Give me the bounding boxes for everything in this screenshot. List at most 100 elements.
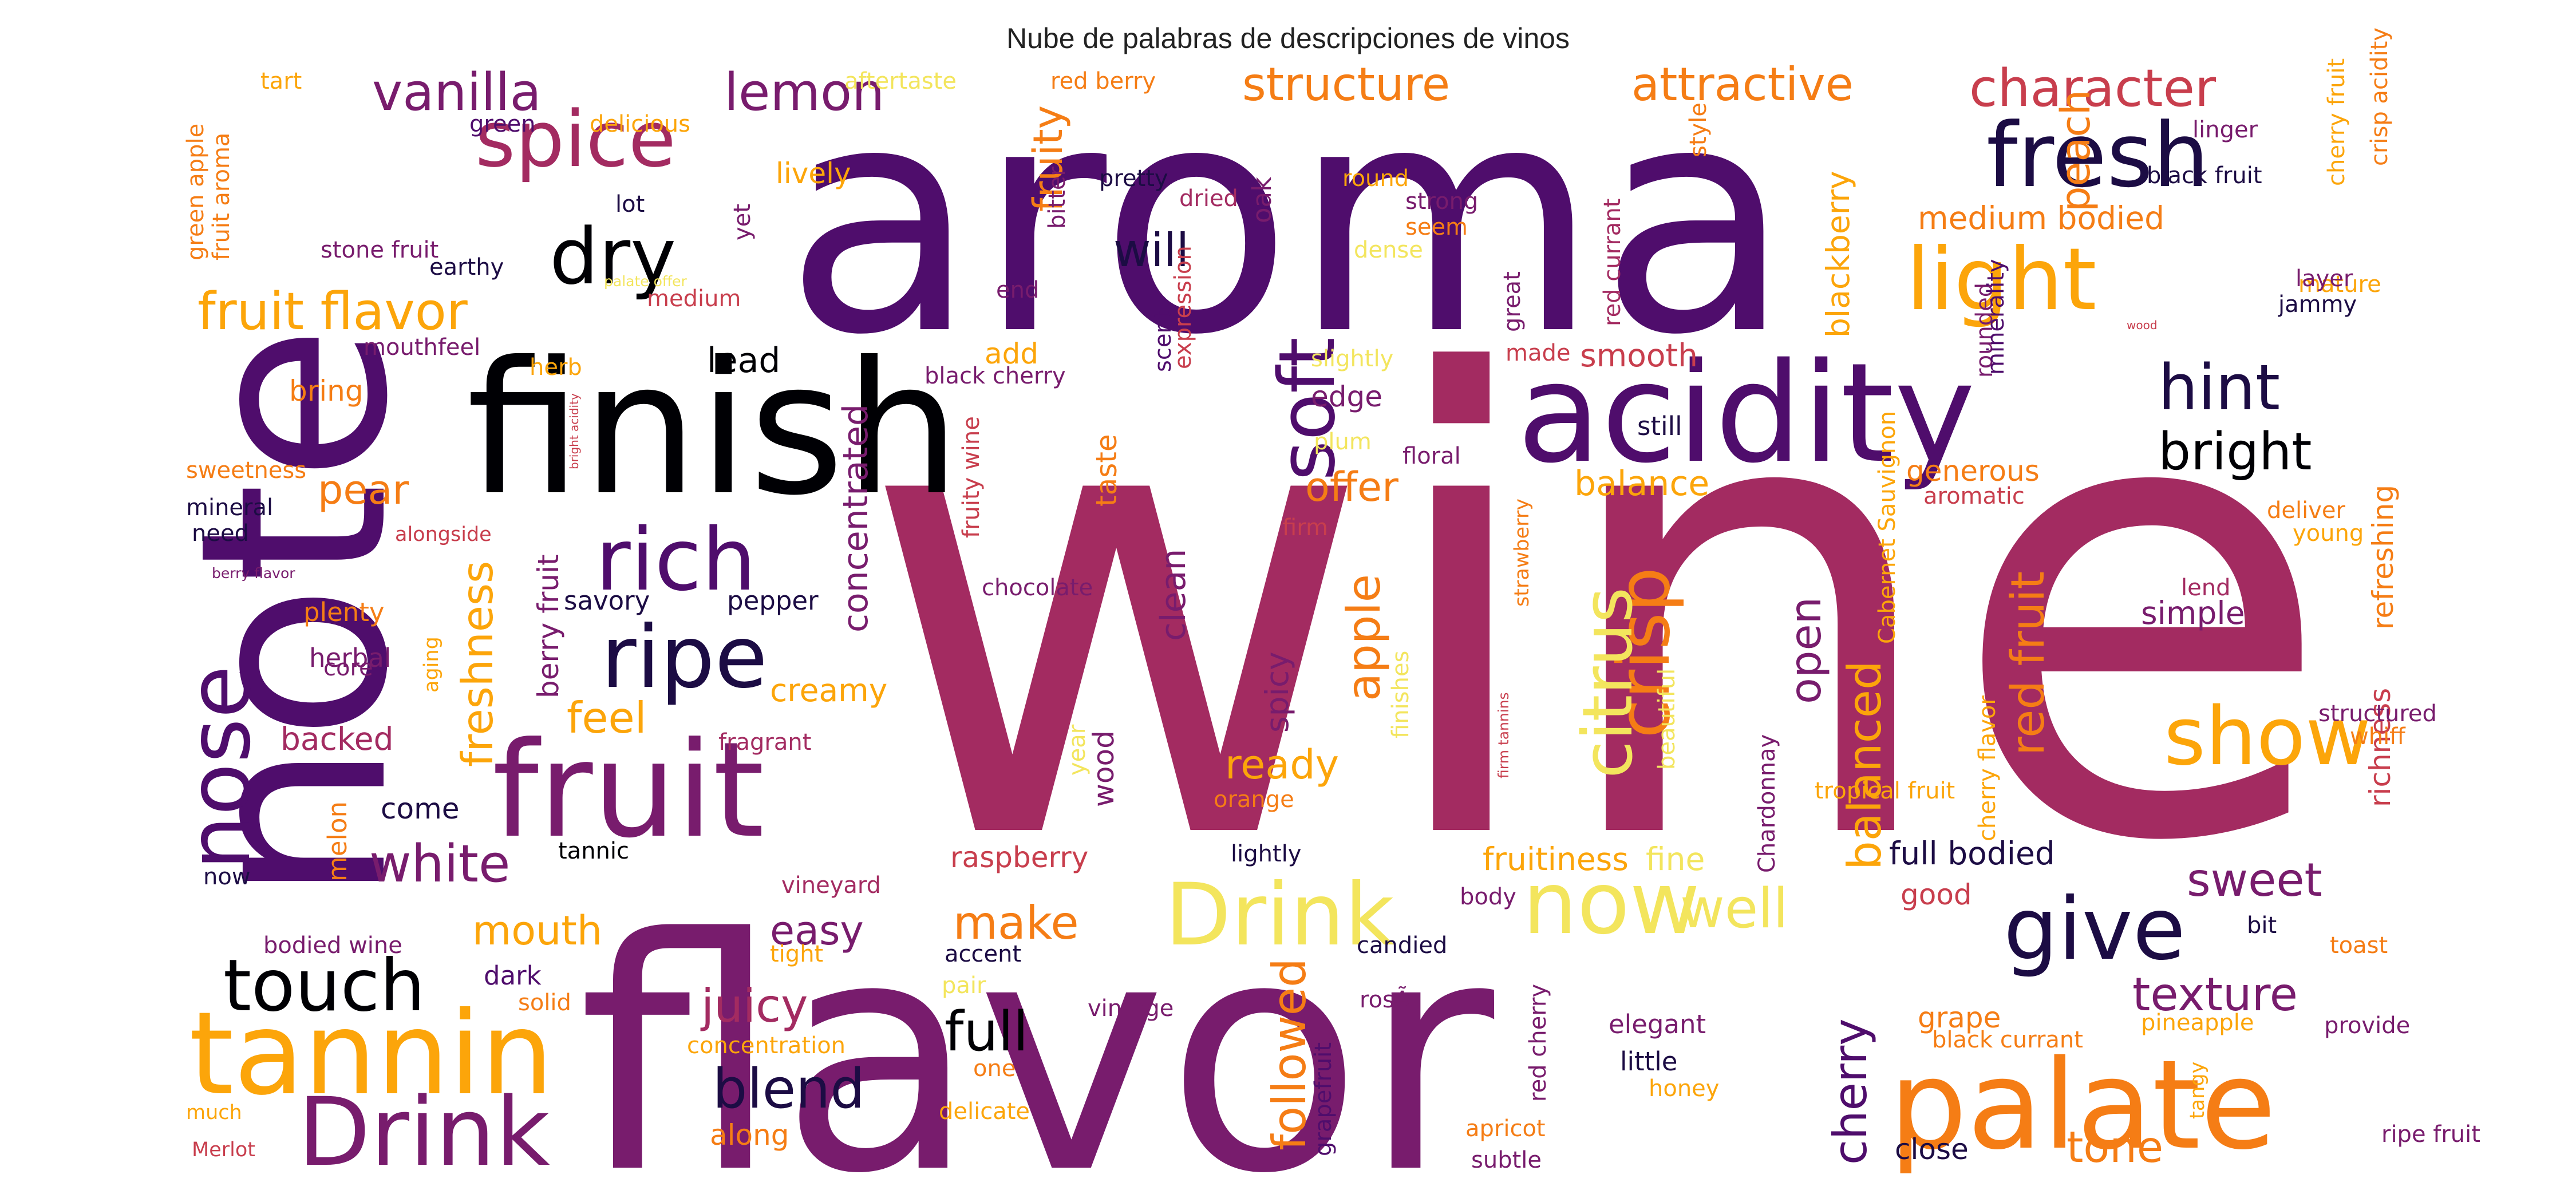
cloud-word: crisp acidity [2366,27,2393,166]
cloud-word: rounded [1971,283,1998,378]
cloud-word: lend [2181,575,2230,601]
cloud-word: wood [1087,730,1120,807]
cloud-word: stone fruit [321,237,438,263]
cloud-word: will [1113,224,1189,277]
cloud-word: soft [1262,337,1352,481]
cloud-word: concentrated [836,404,876,632]
cloud-word: pear [318,466,409,513]
cloud-word: now [203,864,251,890]
cloud-word: bitter [1044,167,1070,229]
cloud-word: tight [770,941,823,967]
cloud-word: much [186,1101,242,1124]
cloud-word: core [323,655,373,681]
cloud-word: spice [475,94,676,184]
cloud-word: Cabernet Sauvignon [1874,411,1901,644]
cloud-word: Chardonnay [1754,734,1780,873]
cloud-word: red currant [1599,199,1626,326]
cloud-word: medium [647,286,741,312]
cloud-word: freshness [452,561,503,767]
cloud-word: sweetness [186,457,306,484]
cloud-word: green apple [183,124,209,260]
cloud-word: great [1499,271,1526,332]
cloud-word: now [1523,854,1700,954]
cloud-word: clean [1153,549,1194,641]
cloud-word: white [369,834,510,894]
cloud-word: fine [1646,841,1705,877]
cloud-word: dense [1354,237,1423,263]
cloud-word: young [2293,520,2364,547]
cloud-word: grapefruit [1310,1042,1337,1156]
cloud-word: fruit flavor [197,282,468,342]
cloud-word: along [710,1118,789,1152]
cloud-word: generous [1906,454,2040,488]
cloud-word: slightly [1311,346,1393,372]
cloud-word: followed [1263,958,1316,1150]
cloud-word: red cherry [1525,984,1551,1102]
cloud-word: attractive [1631,58,1854,111]
cloud-word: delicious [590,111,690,137]
cloud-word: apricot [1465,1116,1546,1142]
cloud-word: blackberry [1820,171,1856,338]
cloud-word: pepper [727,586,819,616]
cloud-word: chocolate [982,575,1093,601]
cloud-word: earthy [429,254,504,280]
cloud-word: round [1342,165,1409,192]
cloud-word: tannic [558,838,629,864]
cloud-word: peach [2052,90,2099,212]
cloud-word: add [985,337,1038,370]
cloud-word: firm tannins [1495,692,1512,778]
cloud-word: need [192,520,249,547]
cloud-word: fruity wine [958,416,985,538]
cloud-word: Drink [1165,865,1394,965]
cloud-word: bit [2247,912,2277,939]
cloud-word: backed [280,721,394,757]
cloud-word: year [1064,724,1091,776]
cloud-word: fruit [492,714,764,867]
cloud-word: style [1685,102,1712,157]
cloud-word: give [2004,880,2186,979]
cloud-word: ready [1225,741,1339,788]
cloud-word: structure [1242,58,1450,111]
cloud-word: ripe [601,608,768,707]
cloud-word: accent [945,941,1021,967]
cloud-word: aftertaste [844,68,957,94]
cloud-word: character [1969,58,2216,118]
cloud-word: pineapple [2141,1010,2254,1036]
cloud-word: strawberry [1511,499,1534,607]
cloud-word: jammy [2278,291,2357,318]
cloud-word: hint [2158,351,2280,424]
cloud-word: dried [1179,185,1238,212]
cloud-word: plenty [303,597,385,627]
cloud-word: taste [1090,434,1123,507]
cloud-word: tannin [189,987,554,1121]
cloud-word: smooth [1580,337,1698,374]
cloud-word: tropical fruit [1815,778,1955,804]
cloud-word: Merlot [192,1138,255,1161]
cloud-word: balance [1574,464,1709,504]
cloud-word: black currant [1932,1027,2083,1053]
cloud-word: cherry [1824,1018,1877,1165]
cloud-word: wine [859,246,2335,979]
cloud-word: made [1506,340,1570,366]
cloud-word: honey [1649,1076,1719,1102]
cloud-word: little [1620,1046,1677,1077]
cloud-word: bodied wine [263,932,402,959]
cloud-word: structured [2318,701,2437,727]
cloud-word: alongside [395,523,492,546]
cloud-word: palate offer [604,273,687,290]
cloud-word: green [469,111,536,137]
cloud-word: texture [2132,968,2298,1021]
cloud-word: vineyard [781,872,881,899]
cloud-word: note [145,324,445,904]
cloud-word: rosÃ [1360,986,1411,1013]
cloud-word: mature [2298,271,2381,298]
cloud-word: seem [1405,214,1468,240]
cloud-word: herb [530,354,582,381]
cloud-word: subtle [1471,1147,1542,1173]
cloud-word: nose [170,666,270,870]
cloud-word: fragrant [718,729,811,756]
cloud-word: mouthfeel [364,334,480,361]
cloud-word: good [1901,878,1972,911]
cloud-word: simple [2141,595,2245,631]
cloud-word: fruitiness [1483,841,1629,877]
